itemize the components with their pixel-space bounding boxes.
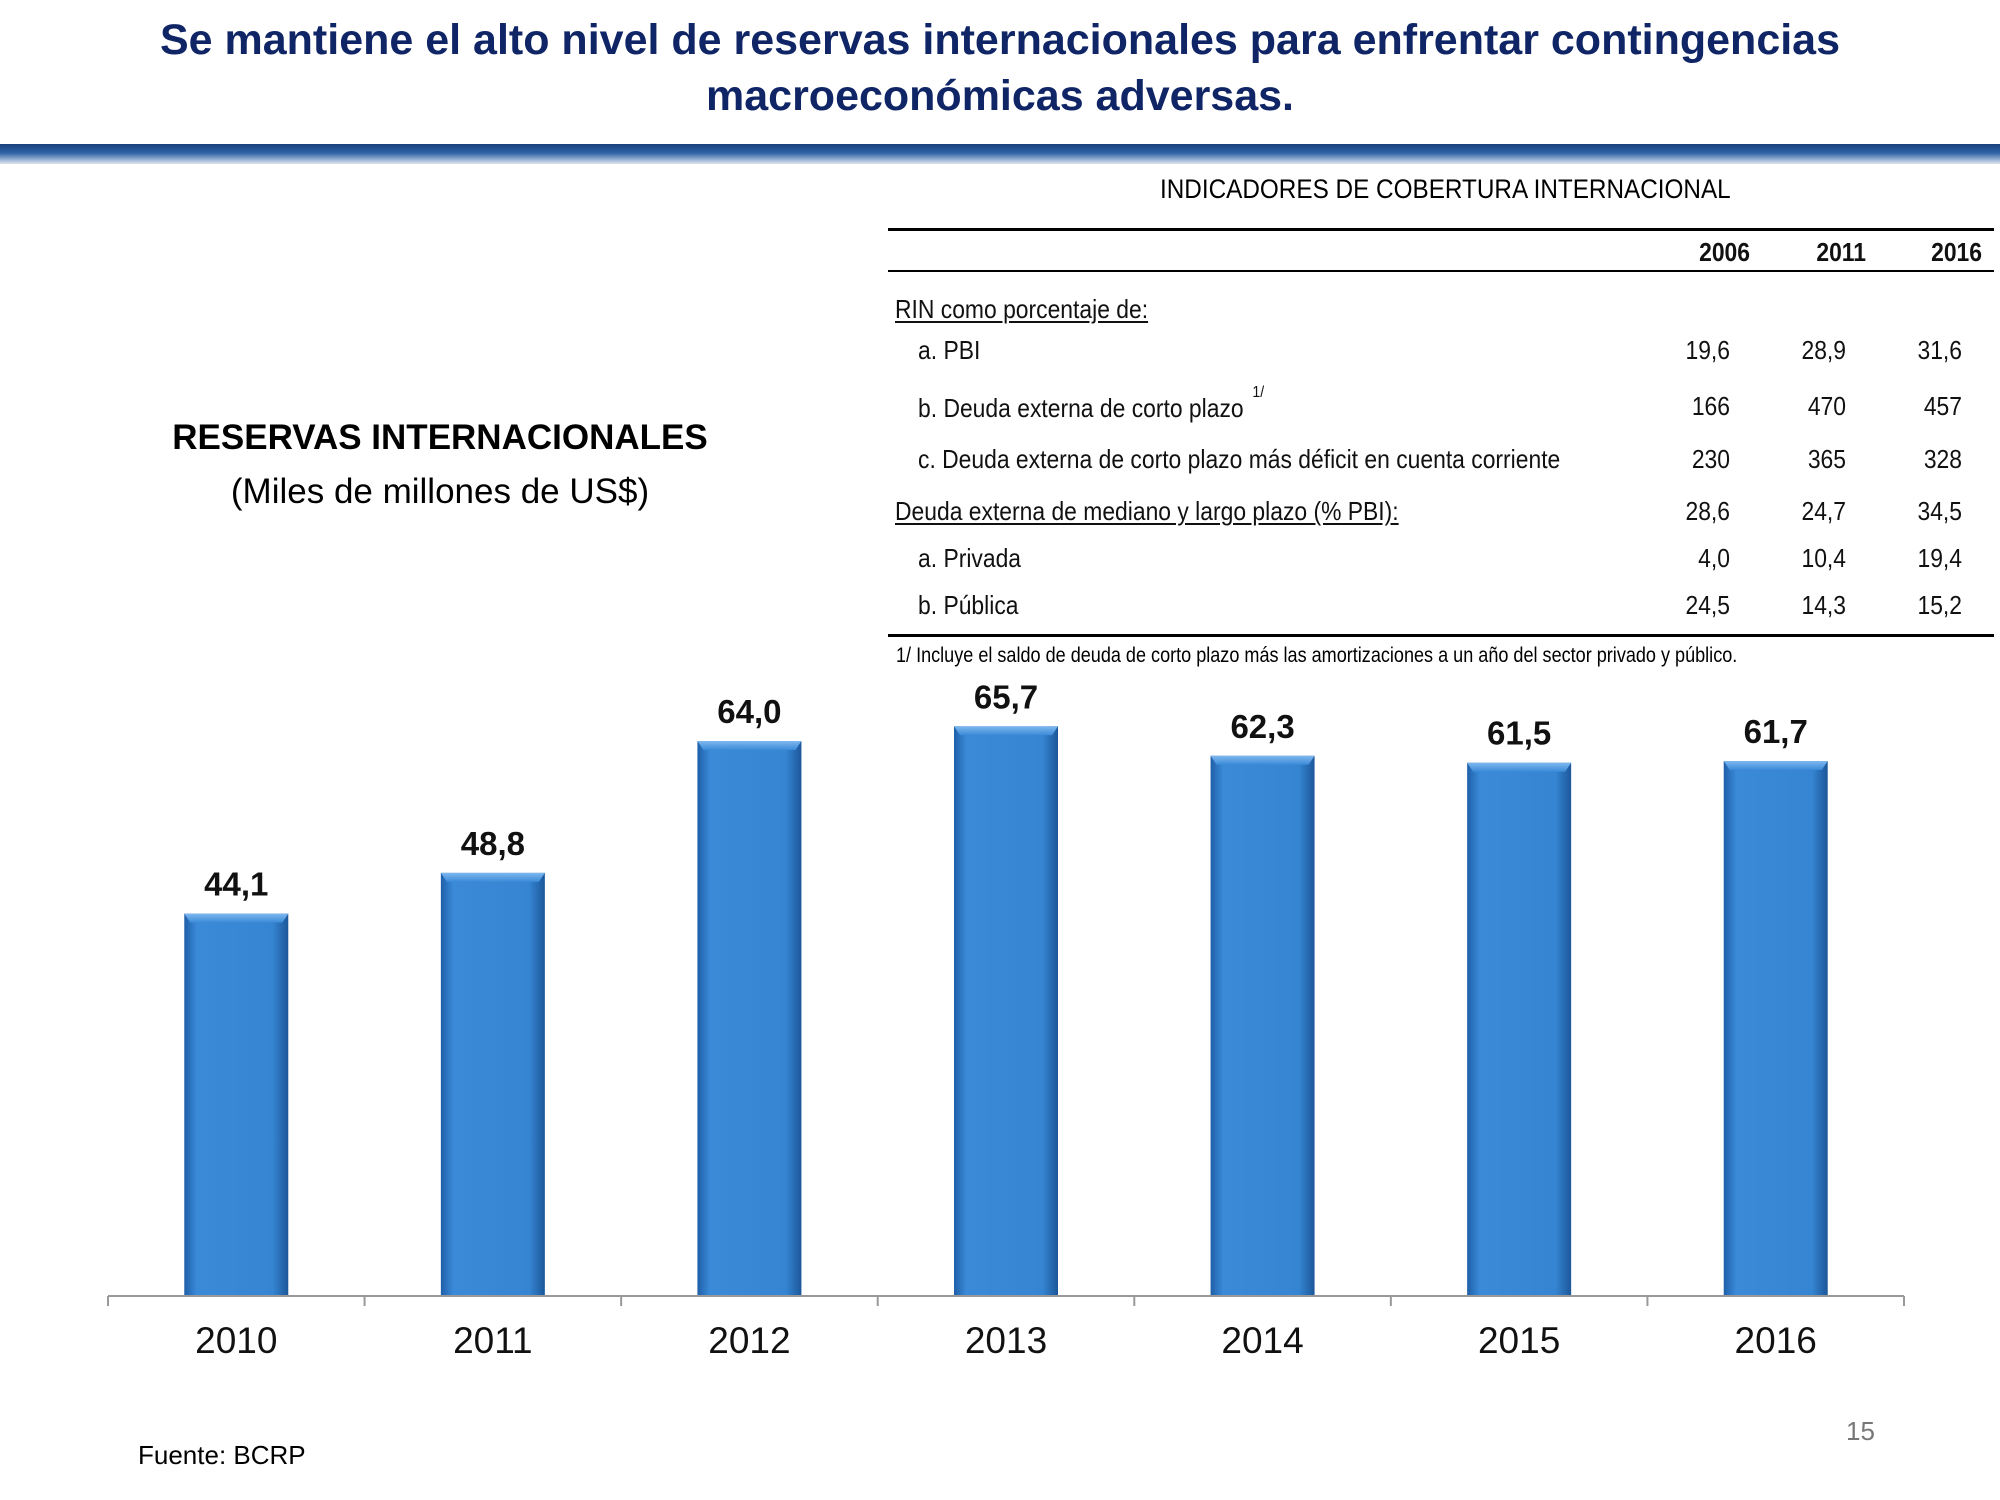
bar-bevel-2012	[697, 741, 802, 751]
row-label: Deuda externa de mediano y largo plazo (…	[895, 496, 1399, 526]
source-note: Fuente: BCRP	[138, 1440, 306, 1470]
bar-2011	[440, 872, 545, 1296]
row-label: b. Pública	[918, 590, 1019, 620]
row-value-2006: 28,6	[1685, 496, 1730, 526]
bar-2010	[184, 913, 289, 1296]
chart-subtitle: (Miles de millones de US$)	[230, 472, 650, 511]
row-value-2006: 166	[1691, 391, 1730, 421]
x-tick-label-2014: 2014	[1221, 1320, 1303, 1361]
bar-bevel-2011	[440, 872, 545, 882]
data-label-2011: 48,8	[461, 825, 525, 862]
col-header-2011: 2011	[1816, 237, 1866, 267]
row-value-2011: 365	[1807, 444, 1846, 474]
col-header-2006: 2006	[1699, 237, 1750, 267]
row-value-2016: 15,2	[1917, 590, 1962, 620]
row-label: b. Deuda externa de corto plazo 1/	[918, 384, 1264, 424]
page-number: 15	[1846, 1416, 1875, 1446]
x-tick-label-2012: 2012	[708, 1320, 790, 1361]
row-label: c. Deuda externa de corto plazo más défi…	[918, 444, 1561, 474]
row-value-2006: 230	[1691, 444, 1730, 474]
bar-bevel-2016	[1723, 760, 1828, 770]
row-value-2016: 328	[1923, 444, 1962, 474]
data-label-2012: 64,0	[717, 693, 781, 730]
table-top-rule	[888, 228, 1994, 231]
indicators-title: INDICADORES DE COBERTURA INTERNACIONAL	[1160, 174, 1731, 204]
row-value-2006: 19,6	[1685, 335, 1730, 365]
table-footnote: 1/ Incluye el saldo de deuda de corto pl…	[896, 644, 1738, 667]
x-tick-label-2016: 2016	[1735, 1320, 1817, 1361]
chart-title: RESERVAS INTERNACIONALES	[172, 418, 708, 457]
x-tick-label-2011: 2011	[453, 1320, 533, 1361]
data-label-2016: 61,7	[1744, 713, 1808, 750]
bar-bevel-2013	[954, 726, 1058, 736]
row-label-text: b. Deuda externa de corto plazo	[918, 393, 1244, 423]
x-tick-label-2013: 2013	[965, 1320, 1047, 1361]
row-value-2011: 24,7	[1801, 496, 1846, 526]
x-tick-label-2015: 2015	[1478, 1320, 1560, 1361]
bar-2016	[1723, 760, 1828, 1296]
row-value-2016: 19,4	[1917, 543, 1962, 573]
bar-2013	[954, 726, 1058, 1296]
bar-bevel-2010	[184, 913, 289, 923]
data-label-2013: 65,7	[974, 678, 1038, 715]
col-header-2016: 2016	[1931, 237, 1982, 267]
table-bottom-rule	[888, 634, 1994, 637]
table-header-rule	[888, 270, 1994, 272]
bar-2014	[1210, 755, 1315, 1296]
data-label-2014: 62,3	[1230, 708, 1294, 745]
title-divider	[0, 144, 2000, 164]
row-value-2016: 457	[1923, 391, 1962, 421]
row-value-2011: 28,9	[1801, 335, 1846, 365]
bar-2015	[1467, 762, 1572, 1296]
bar-bevel-2014	[1210, 755, 1315, 765]
row-value-2011: 14,3	[1801, 590, 1846, 620]
row-value-2016: 31,6	[1917, 335, 1962, 365]
row-label: a. PBI	[918, 335, 981, 365]
x-tick-label-2010: 2010	[195, 1320, 277, 1361]
slide-title: Se mantiene el alto nivel de reservas in…	[159, 16, 1841, 120]
row-value-2011: 470	[1807, 391, 1846, 421]
row-value-2006: 24,5	[1685, 590, 1730, 620]
data-label-2015: 61,5	[1487, 715, 1551, 752]
bar-bevel-2015	[1467, 762, 1572, 772]
row-value-2006: 4,0	[1698, 543, 1730, 573]
row-value-2016: 34,5	[1917, 496, 1962, 526]
row-label: RIN como porcentaje de:	[895, 294, 1149, 324]
row-label: a. Privada	[918, 543, 1022, 573]
footnote-marker: 1/	[1252, 384, 1265, 402]
data-label-2010: 44,1	[204, 866, 268, 903]
bar-2012	[697, 741, 802, 1296]
row-value-2011: 10,4	[1801, 543, 1846, 573]
